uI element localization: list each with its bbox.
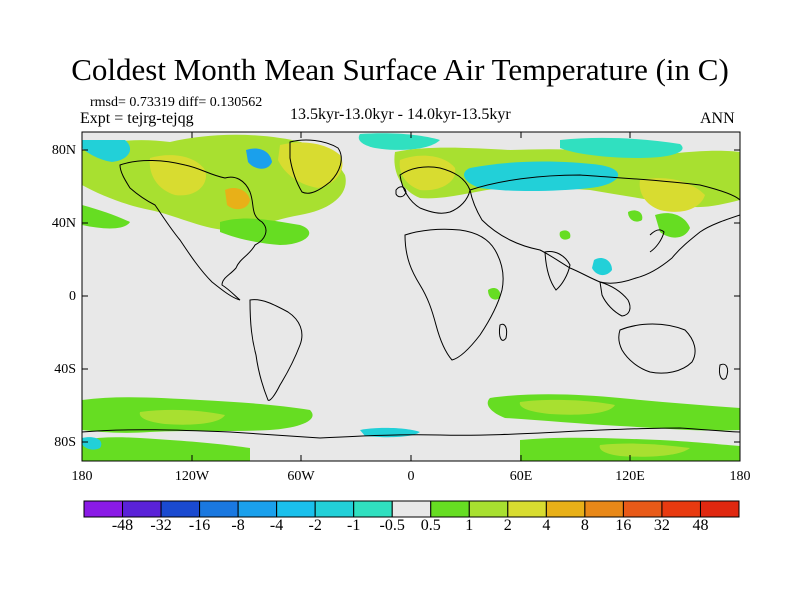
coastline-greenland xyxy=(289,139,342,194)
coastline-india xyxy=(544,251,571,291)
colorbar-swatch xyxy=(353,500,393,518)
coastline-asia xyxy=(469,174,740,284)
anomaly-pacific-green xyxy=(82,205,130,229)
lon-label-0: 0 xyxy=(407,469,415,484)
coastline-southeast-asia xyxy=(599,281,631,317)
colorbar-swatch xyxy=(468,500,509,518)
anomaly-greenland-yellow xyxy=(278,142,343,188)
lon-label-60w: 60W xyxy=(287,469,315,484)
anomaly-south-band-west-yellow xyxy=(139,409,225,425)
coastline-uk xyxy=(395,186,407,198)
map-title: Coldest Month Mean Surface Air Temperatu… xyxy=(71,52,729,87)
colorbar-tick-label: -1 xyxy=(347,517,361,534)
anomaly-siberia-yellow xyxy=(639,178,705,212)
colorbar-tick-label: 0.5 xyxy=(420,517,441,534)
colorbar-tick-label: -0.5 xyxy=(379,517,405,534)
colorbar-swatch xyxy=(83,500,124,518)
colorbar-swatch xyxy=(237,500,278,518)
coastlines xyxy=(82,139,740,439)
lon-label-120e: 120E xyxy=(615,469,645,484)
colorbar-tick-label: 16 xyxy=(615,517,632,534)
colorbar-swatch xyxy=(661,500,701,518)
colorbar-swatch xyxy=(391,500,432,518)
colorbar-swatch xyxy=(276,500,316,518)
anomaly-pacific-green-2 xyxy=(628,210,643,222)
anomaly-canada-orange xyxy=(225,188,250,210)
anomaly-atlantic-green xyxy=(220,218,310,245)
anomaly-africa-green xyxy=(488,287,501,300)
lon-label-120w: 120W xyxy=(174,469,210,484)
anomaly-hudson-blue xyxy=(246,148,272,169)
lat-label-80s: 80S xyxy=(54,435,76,450)
colorbar-tick-label: 48 xyxy=(692,517,709,534)
lon-label-180w: 180 xyxy=(71,469,93,484)
colorbar-swatch xyxy=(584,500,624,518)
colorbar-tick-label: -48 xyxy=(111,517,134,534)
coastline-australia xyxy=(618,323,696,374)
anomaly-china-cyan xyxy=(592,258,612,276)
lon-label-180e: 180 xyxy=(729,469,751,484)
coastline-europe xyxy=(399,166,471,214)
colorbar-swatch xyxy=(507,500,547,518)
lat-label-40n: 40N xyxy=(51,216,76,231)
coastline-madagascar xyxy=(499,323,508,341)
anomaly-antarctic-green xyxy=(82,437,250,461)
season-label: ANN xyxy=(700,110,735,127)
map-ticks xyxy=(81,132,741,461)
lon-label-60e: 60E xyxy=(509,469,533,484)
colorbar-swatch xyxy=(545,500,586,518)
anomaly-alaska-yellow xyxy=(149,155,206,196)
colorbar-tick-label: 1 xyxy=(465,517,474,534)
lat-label-80n: 80N xyxy=(51,143,76,158)
colorbar-swatch xyxy=(122,500,162,518)
anomaly-arctic-cyan-2 xyxy=(358,133,440,150)
anomaly-india-green xyxy=(559,230,571,240)
colorbar-tick-label: -32 xyxy=(150,517,172,534)
colorbar-swatch xyxy=(199,500,239,518)
colorbar-tick-label: -4 xyxy=(269,517,284,534)
colorbar-tick-label: 32 xyxy=(653,517,670,534)
coastline-africa xyxy=(404,228,504,361)
coastline-antarctica xyxy=(82,427,740,439)
anomaly-fields xyxy=(82,133,740,461)
colorbar-tick-label: -2 xyxy=(308,517,322,534)
anomaly-siberia-cyan-2 xyxy=(560,137,683,158)
colorbar-swatch xyxy=(314,500,355,518)
coastline-new-zealand xyxy=(719,363,729,380)
coastline-north-america xyxy=(119,159,267,301)
colorbar xyxy=(83,500,740,518)
colorbar-swatch xyxy=(699,500,740,518)
colorbar-tick-label: 8 xyxy=(580,517,589,534)
anomaly-antarctic-cyan-2 xyxy=(82,437,102,450)
colorbar-tick-label: 2 xyxy=(503,517,512,534)
rmsd-label: rmsd= 0.73319 diff= 0.130562 xyxy=(90,95,263,110)
anomaly-arctic-cyan xyxy=(82,140,131,162)
lat-label-40s: 40S xyxy=(54,362,76,377)
anomaly-antarctic-yellow xyxy=(599,443,690,457)
coastline-japan xyxy=(649,229,665,253)
anomaly-south-band-east-yellow xyxy=(519,399,615,415)
anomaly-europe-yellow xyxy=(399,155,456,191)
colorbar-tick-label: -16 xyxy=(188,517,211,534)
lat-label-0: 0 xyxy=(69,289,76,304)
colorbar-swatch xyxy=(430,500,470,518)
coastline-south-america xyxy=(249,299,303,401)
period-label: 13.5kyr-13.0kyr - 14.0kyr-13.5kyr xyxy=(290,106,511,123)
colorbar-tick-label: -8 xyxy=(231,517,245,534)
experiment-label: Expt = tejrg-tejqg xyxy=(80,110,194,127)
colorbar-swatch xyxy=(160,500,201,518)
colorbar-swatch xyxy=(622,500,663,518)
colorbar-tick-label: 4 xyxy=(542,517,551,534)
